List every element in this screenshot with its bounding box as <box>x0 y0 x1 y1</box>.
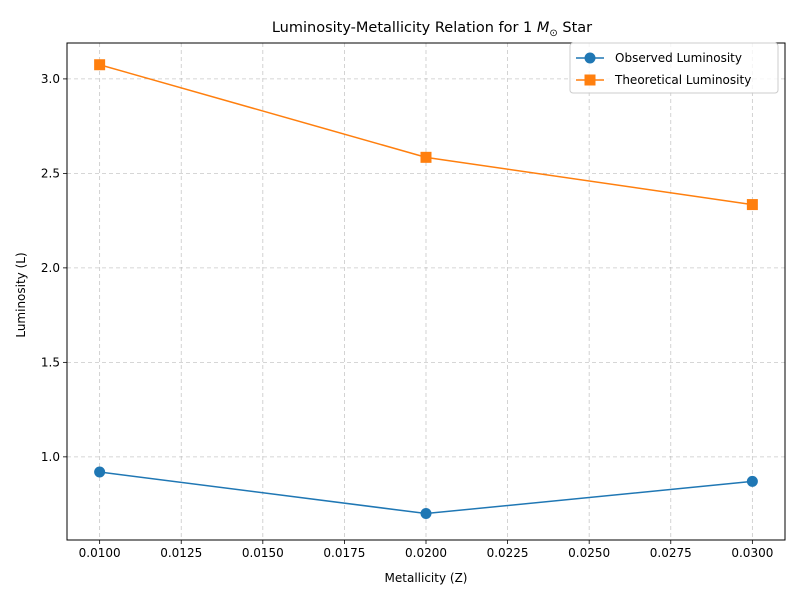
y-tick-label: 3.0 <box>41 72 60 86</box>
x-tick-label: 0.0300 <box>731 546 773 560</box>
legend-label-theoretical: Theoretical Luminosity <box>614 73 751 87</box>
axis-ticks: 0.0100 0.0125 0.0150 0.0175 0.0200 0.0225 0.02… <box>41 72 773 560</box>
data-point-observed <box>420 508 432 520</box>
chart-title-main: Luminosity-Metallicity Relation for 1 <box>272 20 537 36</box>
data-point-observed <box>746 475 758 487</box>
legend-box <box>569 42 779 94</box>
chart-title: Luminosity-Metallicity Relation for 1 M⊙… <box>272 20 592 39</box>
chart-title-sub: ⊙ <box>549 28 557 39</box>
chart-title-math: M <box>537 20 550 36</box>
data-point-theoretical <box>420 151 432 163</box>
y-tick-label: 2.5 <box>41 166 60 180</box>
grid <box>67 43 785 540</box>
data-point-theoretical <box>746 199 758 211</box>
y-axis-label: Luminosity (L) <box>14 252 28 337</box>
x-tick-label: 0.0250 <box>568 546 610 560</box>
x-tick-label: 0.0150 <box>242 546 284 560</box>
x-axis-label: Metallicity (Z) <box>385 571 468 585</box>
y-tick-label: 1.5 <box>41 355 60 369</box>
chart-title-suffix: Star <box>558 20 592 36</box>
legend-marker-observed <box>584 52 596 64</box>
data-point-theoretical <box>94 59 106 71</box>
x-tick-label: 0.0225 <box>487 546 529 560</box>
legend-label-observed: Observed Luminosity <box>615 51 742 65</box>
x-tick-label: 0.0100 <box>79 546 121 560</box>
x-tick-label: 0.0275 <box>650 546 692 560</box>
series-layer <box>94 59 758 520</box>
legend: Observed Luminosity Theoretical Luminosi… <box>569 42 779 94</box>
data-point-observed <box>94 466 106 478</box>
legend-marker-theoretical <box>584 74 596 86</box>
x-tick-label: 0.0200 <box>405 546 447 560</box>
x-tick-label: 0.0175 <box>323 546 365 560</box>
y-tick-label: 2.0 <box>41 261 60 275</box>
x-tick-label: 0.0125 <box>160 546 202 560</box>
y-tick-label: 1.0 <box>41 450 60 464</box>
